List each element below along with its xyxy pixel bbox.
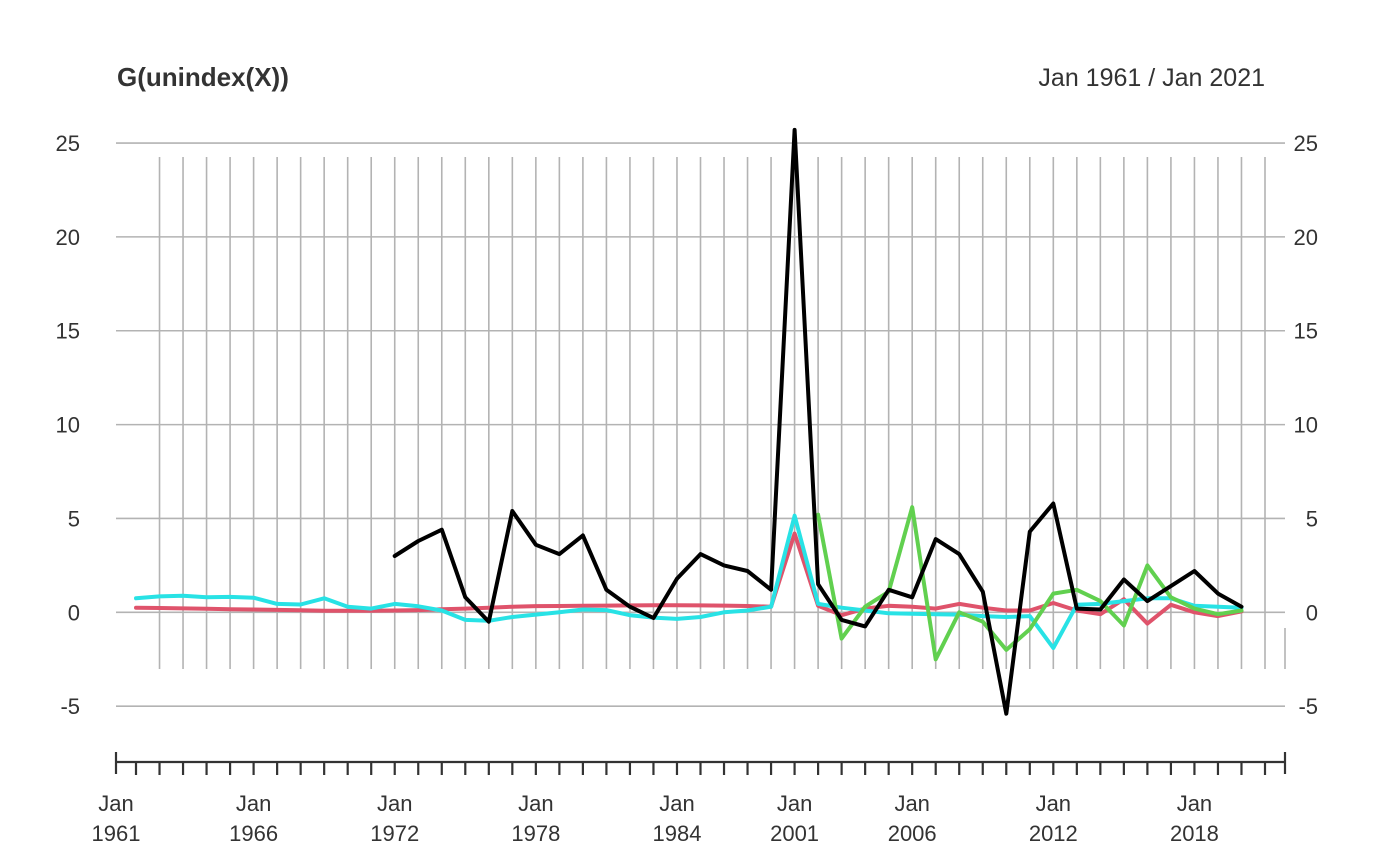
x-tick-label-year: 1966	[229, 821, 278, 846]
x-tick-label-month: Jan	[1036, 791, 1071, 816]
y-tick-label: 0	[68, 600, 80, 625]
series-line-red	[134, 531, 1244, 626]
x-tick-label-month: Jan	[1177, 791, 1212, 816]
x-tick-label-month: Jan	[777, 791, 812, 816]
y-tick-label-right: -5	[1298, 694, 1318, 719]
x-tick-label-month: Jan	[236, 791, 271, 816]
x-tick-label-year: 2006	[888, 821, 937, 846]
x-tick-label-year: 1984	[653, 821, 702, 846]
x-tick-label-month: Jan	[659, 791, 694, 816]
y-tick-label-right: 15	[1294, 319, 1318, 344]
x-tick-label-year: 1972	[370, 821, 419, 846]
x-axis: Jan 1961 Jan 1966 Jan 1972 Jan 1978 Jan 1984 Jan 20…	[92, 760, 1285, 846]
x-tick-label-month: Jan	[98, 791, 133, 816]
x-tick-label-year: 2012	[1029, 821, 1078, 846]
y-tick-label: 5	[68, 506, 80, 531]
y-tick-label: 10	[56, 413, 80, 438]
y-tick-label-right: 0	[1306, 600, 1318, 625]
x-tick-label-year: 2001	[770, 821, 819, 846]
x-tick-label-year: 2018	[1170, 821, 1219, 846]
series-line-black	[392, 127, 1244, 716]
y-axis-left: 25 20 15 10 5 0 -5	[56, 131, 80, 719]
y-tick-label-right: 5	[1306, 506, 1318, 531]
y-tick-label: 15	[56, 319, 80, 344]
series-lines	[134, 127, 1244, 716]
vertical-grid	[114, 157, 1287, 774]
chart-title: G(unindex(X))	[117, 62, 289, 92]
y-tick-label: 20	[56, 225, 80, 250]
y-tick-label-right: 20	[1294, 225, 1318, 250]
x-tick-label-month: Jan	[894, 791, 929, 816]
x-tick-label-month: Jan	[518, 791, 553, 816]
x-tick-label-year: 1978	[511, 821, 560, 846]
y-tick-label-right: 25	[1294, 131, 1318, 156]
y-tick-label: 25	[56, 131, 80, 156]
y-axis-right: 25 20 15 10 5 0 -5	[1294, 131, 1318, 719]
y-tick-label-right: 10	[1294, 413, 1318, 438]
series-line-cyan	[134, 513, 1244, 650]
y-tick-label: -5	[60, 694, 80, 719]
x-tick-label-month: Jan	[377, 791, 412, 816]
x-tick-label-year: 1961	[92, 821, 141, 846]
date-range: Jan 1961 / Jan 2021	[1038, 64, 1265, 92]
